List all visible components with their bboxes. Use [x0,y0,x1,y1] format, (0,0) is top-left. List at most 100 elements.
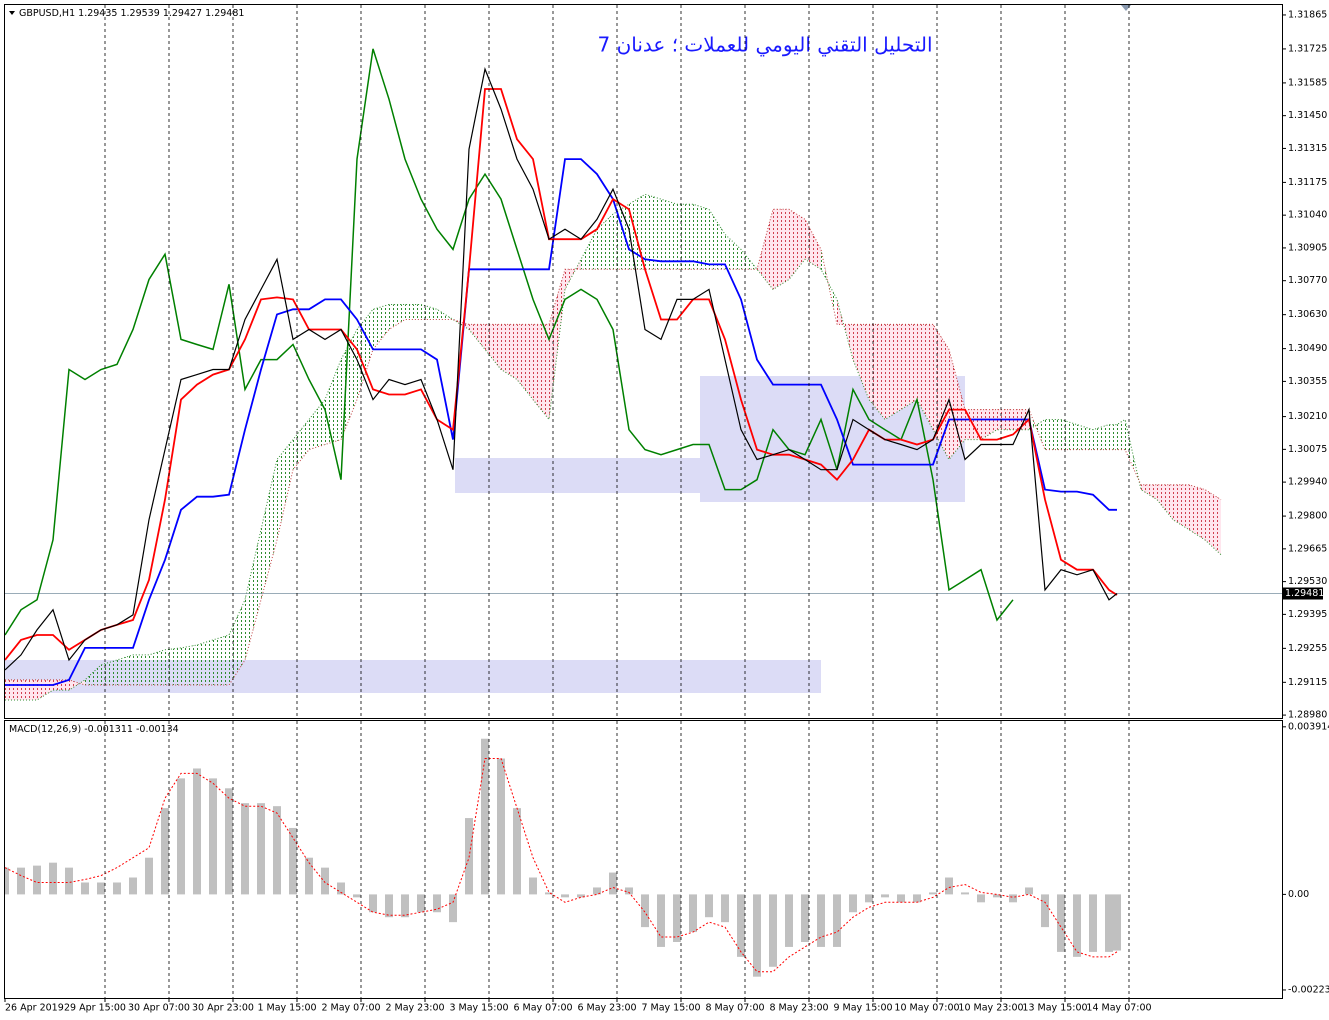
cloud-segment [1061,419,1077,450]
x-tick-label: 7 May 15:00 [641,1003,700,1014]
cloud-segment [693,204,709,270]
macd-bar [1073,894,1081,957]
cloud-segment [1173,484,1189,530]
x-tick-label: 29 Apr 15:00 [64,1003,126,1014]
cloud-segment [789,209,805,280]
cloud-segment [661,199,677,270]
low: 1.29427 [163,8,202,19]
price-label-box [1283,587,1323,600]
cloud-segment [1141,484,1157,500]
x-tick-label: 14 May 07:00 [1086,1003,1151,1014]
macd-bar [81,882,89,895]
cloud-segment [261,459,277,600]
cloud-segment [213,635,229,685]
signal-line [5,758,1118,973]
cloud-segment [533,324,549,420]
macd-bar [961,892,969,895]
cloud-segment [181,644,197,685]
macd-bar [529,877,537,895]
cloud-segment [389,304,405,330]
macd-bar [945,877,953,895]
macd-bar [177,778,185,895]
y-tick-label: -0.002232 [1288,984,1329,995]
cloud-segment [117,654,133,685]
macd-bar [1057,894,1065,952]
y-tick-label: 1.30770 [1288,275,1327,286]
y-tick-label: 1.30355 [1288,376,1327,387]
macd-bar [1025,887,1033,895]
macd-bar [849,894,857,913]
cloud-segment [1109,424,1117,450]
cloud-segment [853,324,869,400]
cloud-segment [725,234,741,270]
macd-bar [241,803,249,895]
cloud-segment [677,204,693,270]
macd-bar [865,894,873,903]
y-tick-label: 1.29665 [1288,543,1327,554]
price-panel [5,48,1282,701]
macd-bar [273,806,281,895]
open: 1.29435 [78,8,117,19]
cloud-segment [773,209,789,290]
macd-bar [401,894,409,918]
cloud-segment [885,324,901,420]
y-tick-label: 1.30210 [1288,411,1327,422]
x-tick-label: 8 May 07:00 [705,1003,764,1014]
cloud-segment [805,219,821,270]
y-tick-label: 1.31865 [1288,9,1327,20]
macd-bar [513,808,521,895]
macd-bar [5,867,9,895]
cloud-segment [1189,484,1205,540]
y-tick-label: 1.29800 [1288,511,1327,522]
macd-bar [817,894,825,947]
cloud-segment [613,204,629,270]
y-tick-label: 1.29255 [1288,643,1327,654]
close: 1.29481 [205,8,244,19]
chart-title: التحليل التقني اليومي للعملات ؛ عدنان 7 [597,33,932,58]
macd-bar [49,862,57,895]
y-tick-label: 1.29115 [1288,677,1327,688]
macd-bar [1041,894,1049,928]
axes: GBPUSD,H1 1.29435 1.29539 1.29427 1.2948… [4,4,1329,1014]
header-arrow [9,11,15,15]
kijun-sen [5,158,1117,686]
macd-bar [433,894,441,913]
macd-label: MACD(12,26,9) [9,724,81,735]
y-tick-label: 1.28980 [1288,710,1327,721]
macd-bar [65,867,73,895]
cloud-segment [325,359,341,445]
y-tick-label: 0.00 [1288,889,1309,900]
cloud-segment [821,249,837,325]
cloud-segment [133,654,149,685]
macd-bar [833,894,841,947]
symbol-header: GBPUSD,H1 1.29435 1.29539 1.29427 1.2948… [19,8,244,19]
cloud-segment [1157,484,1173,520]
x-tick-label: 2 May 07:00 [321,1003,380,1014]
cloud-segment [245,529,261,660]
macd-bar [17,867,25,895]
x-tick-label: 10 May 23:00 [958,1003,1023,1014]
macd-bar [689,894,697,933]
y-tick-label: 1.31175 [1288,177,1327,188]
macd-bar [929,892,937,895]
macd-bar [625,887,633,895]
macd-bar [369,894,377,913]
cloud-segment [21,679,37,701]
macd-frame [4,720,1283,999]
cloud-segment [53,679,69,691]
x-tick-label: 6 May 23:00 [577,1003,636,1014]
y-tick-label: 1.30630 [1288,309,1327,320]
cloud-segment [165,647,181,685]
cloud-segment [949,349,965,460]
y-tick-label: 1.29395 [1288,609,1327,620]
macd-bar [753,894,761,977]
y-tick-label: 1.29940 [1288,477,1327,488]
cloud-segment [1093,424,1109,450]
macd-bar [977,894,985,903]
cloud-segment [1117,419,1125,450]
cloud-segment [709,209,725,270]
macd-bar [609,872,617,895]
cloud-segment [197,639,213,685]
